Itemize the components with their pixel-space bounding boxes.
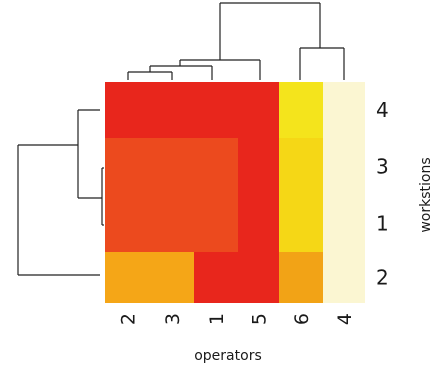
heatmap-cell [194, 252, 238, 303]
column-tick-label: 4 [334, 313, 356, 325]
heatmap-cell [150, 195, 194, 252]
column-tick-label: 3 [162, 313, 184, 325]
column-labels: 2 3 1 5 6 4 [118, 313, 357, 325]
heatmap-cell [194, 138, 238, 195]
heatmap-cell [323, 82, 365, 138]
heatmap-cell [279, 138, 323, 195]
heatmap-cell [105, 195, 150, 252]
row-dendrogram [17, 109, 104, 276]
heatmap-cell [238, 138, 279, 195]
heatmap-cell [279, 195, 323, 252]
heatmap-cell [238, 252, 279, 303]
row-tick-label: 3 [376, 155, 389, 179]
heatmap-cell [105, 252, 150, 303]
heatmap-cell [194, 195, 238, 252]
heatmap-cells [105, 82, 365, 303]
heatmap-cell [323, 195, 365, 252]
x-axis-title: operators [194, 348, 262, 364]
heatmap-cell [194, 82, 238, 138]
heatmap-cell [150, 138, 194, 195]
heatmap-cell [323, 252, 365, 303]
row-labels: 4 3 1 2 [376, 98, 389, 290]
row-tick-label: 1 [376, 212, 389, 236]
column-tick-label: 5 [249, 313, 271, 325]
row-tick-label: 4 [376, 98, 389, 122]
heatmap-cell [150, 82, 194, 138]
heatmap-cell [323, 138, 365, 195]
heatmap-cell [238, 195, 279, 252]
column-dendrogram [127, 2, 345, 80]
column-tick-label: 1 [206, 313, 228, 325]
heatmap-cell [279, 252, 323, 303]
heatmap-cell [279, 82, 323, 138]
y-axis-title: workstions [418, 157, 434, 232]
heatmap-cell [105, 82, 150, 138]
column-tick-label: 2 [118, 313, 140, 325]
heatmap-cell [238, 82, 279, 138]
column-tick-label: 6 [291, 313, 313, 325]
heatmap-cell [105, 138, 150, 195]
row-tick-label: 2 [376, 266, 389, 290]
heatmap-cell [150, 252, 194, 303]
